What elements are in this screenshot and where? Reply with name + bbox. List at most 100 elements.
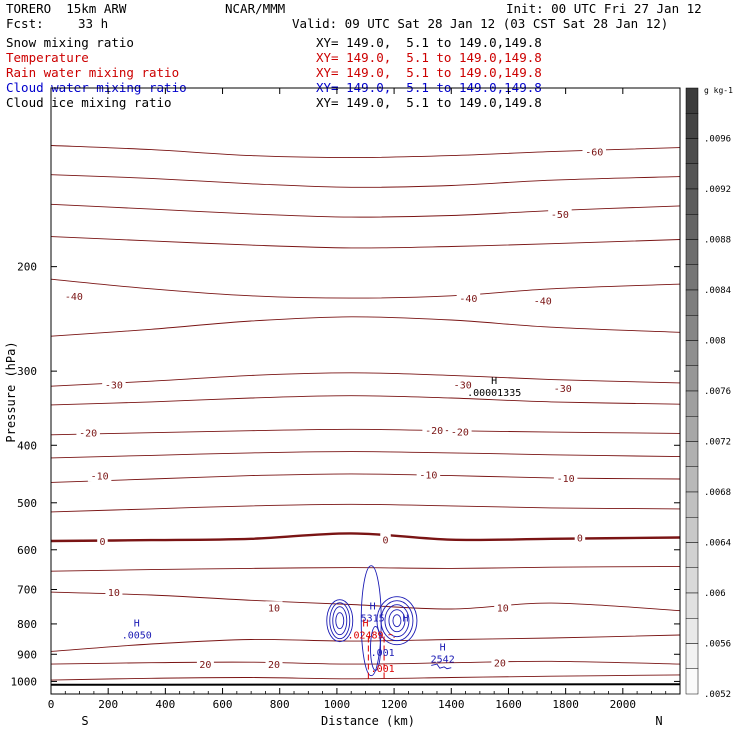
colorbar-label: .0056 — [704, 640, 731, 650]
field-xy-rain: XY= 149.0, 5.1 to 149.0,149.8 — [316, 65, 542, 80]
cloud-water-contour — [384, 604, 410, 638]
temperature-label-bg — [422, 424, 446, 437]
colorbar-swatch — [685, 264, 699, 291]
colorbar-swatch — [685, 315, 699, 341]
y-axis-title: Pressure (hPa) — [4, 341, 18, 442]
colorbar-label: .008 — [704, 337, 726, 347]
temperature-label-bg — [62, 289, 86, 302]
temperature-contour-m15 — [50, 451, 681, 459]
colorbar-swatch — [685, 592, 699, 619]
temperature-contour-10 — [50, 591, 681, 612]
temperature-label-bg — [380, 533, 391, 546]
temperature-contour-m25 — [50, 395, 681, 406]
temperature-label: -40 — [459, 294, 477, 305]
temperature-label: -40 — [65, 292, 83, 303]
temperature-contour-20 — [50, 660, 681, 665]
temperature-label: -10 — [419, 470, 437, 481]
colorbar-label: .0072 — [704, 438, 731, 448]
colorbar-swatch — [685, 618, 699, 644]
colorbar-swatch — [685, 441, 699, 467]
temperature-label: -10 — [91, 472, 109, 483]
temperature-contour-m60 — [50, 145, 681, 159]
maximum-value: 2542 — [431, 654, 455, 665]
y-tick-label: 1000 — [11, 675, 38, 688]
temperature-contour-m55 — [50, 174, 681, 188]
colorbar-swatch — [685, 643, 699, 669]
temperature-label-bg — [76, 426, 100, 439]
colorbar-label: .0092 — [704, 185, 731, 195]
y-tick-label: 800 — [17, 618, 37, 631]
x-tick-label: 2000 — [610, 698, 637, 711]
cloud-water-contour — [388, 609, 406, 633]
field-name-snow: Snow mixing ratio — [6, 35, 134, 50]
temperature-label-bg — [87, 469, 112, 482]
temperature-label: 0 — [577, 533, 583, 544]
x-tick-label: 1800 — [552, 698, 579, 711]
field-xy-cloud-ice: XY= 149.0, 5.1 to 149.0,149.8 — [316, 95, 542, 110]
model-title: TORERO 15km ARW — [6, 1, 127, 16]
temperature-contour-25 — [50, 674, 681, 681]
maximum-value: 5315 — [361, 613, 385, 624]
x-axis-title: Distance (km) — [321, 714, 415, 728]
colorbar-label: .0052 — [704, 690, 731, 700]
maximum-marker: H — [403, 614, 409, 625]
temperature-label-bg — [531, 294, 555, 307]
y-tick-label: 200 — [17, 261, 37, 274]
colorbar-label: .0076 — [704, 387, 731, 397]
maximum-marker: H — [491, 376, 497, 387]
temperature-label: 20 — [199, 660, 211, 671]
colorbar-swatch — [685, 365, 699, 392]
org-title: NCAR/MMM — [225, 1, 286, 16]
colorbar-swatch — [685, 239, 699, 265]
x-tick-label: 800 — [270, 698, 290, 711]
colorbar-swatch — [685, 163, 699, 190]
temperature-label: 20 — [268, 660, 280, 671]
y-tick-label: 900 — [17, 648, 37, 661]
field-xy-snow: XY= 149.0, 5.1 to 149.0,149.8 — [316, 35, 542, 50]
surface-line — [50, 683, 681, 686]
x-tick-label: 1200 — [381, 698, 408, 711]
y-tick-label: 700 — [17, 584, 37, 597]
colorbar-swatch — [685, 466, 699, 493]
colorbar-label: .0084 — [704, 286, 731, 296]
colorbar-unit: g kg-1 — [704, 86, 733, 95]
colorbar-swatch — [685, 188, 699, 215]
temperature-label-bg — [450, 378, 475, 391]
maximum-marker: H — [370, 601, 376, 612]
temperature-label: -10 — [557, 474, 575, 485]
colorbar-swatch — [685, 390, 699, 417]
cloud-water-contour — [392, 614, 402, 628]
temperature-label: -30 — [454, 381, 472, 392]
colorbar: .0096 .0092 .0088 .0084 .008 .0076 .0072 .0068.… — [685, 87, 731, 700]
colorbar-swatch — [685, 138, 699, 164]
temperature-contour-m40 — [50, 278, 681, 299]
forecast-label: Fcst: — [6, 16, 44, 31]
colorbar-swatch — [685, 668, 699, 695]
maximum-value: .02489 — [347, 630, 383, 641]
x-tick-label: 1600 — [495, 698, 522, 711]
temperature-label-bg — [551, 381, 575, 394]
temperature-label: -30 — [105, 381, 123, 392]
x-axis-start-label: S — [81, 714, 88, 728]
temperature-contour-m35 — [50, 316, 681, 337]
contour-layer: -60 -50 -40 -40 -40 -30 -30 -30 -20 -20 -20 -10 -10 -… — [50, 145, 681, 681]
temperature-label-bg — [553, 471, 578, 484]
temperature-label-bg — [105, 586, 123, 599]
temperature-contour-m30 — [50, 372, 681, 387]
maximum-marker: H — [134, 618, 140, 629]
temperature-label-bg — [102, 378, 126, 391]
temperature-label: -30 — [554, 384, 572, 395]
cloud-water-contour — [332, 606, 348, 636]
temperature-contour-5 — [50, 565, 681, 572]
maximum-marker: H — [362, 618, 368, 629]
temperature-label-bg — [265, 658, 283, 671]
colorbar-swatch — [685, 289, 699, 316]
temperature-label-bg — [416, 468, 441, 481]
temperature-label-bg — [456, 292, 481, 305]
rain-contour — [388, 634, 395, 639]
temperature-label-bg — [196, 658, 214, 671]
temperature-label-bg — [574, 531, 586, 544]
temperature-contour-m45 — [50, 236, 681, 249]
colorbar-swatch — [685, 340, 699, 366]
temperature-label: 10 — [268, 603, 280, 614]
